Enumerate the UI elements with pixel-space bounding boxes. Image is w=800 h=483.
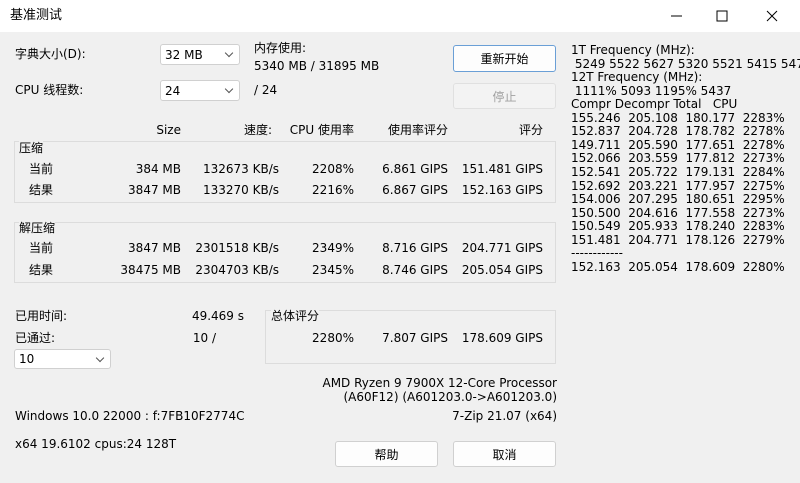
decompress-group [14,222,556,283]
cell: 204.771 GIPS [461,241,543,255]
log-line: 149.711 205.590 177.651 2278% [571,137,785,152]
total-value: 178.609 GIPS [461,331,543,345]
elapsed-label: 已用时间: [15,309,68,323]
cell: 133270 KB/s [202,183,279,197]
stop-text: 停止 [492,89,517,104]
log-line: Compr Decompr Total CPU [571,97,738,112]
window-controls[interactable] [660,6,790,26]
log-line: 150.549 205.933 178.240 2283% [571,219,785,234]
passed-label: 已通过: [15,331,56,345]
cell: 2208% [312,162,354,176]
cell: 2304703 KB/s [195,263,279,277]
total-value: 2280% [312,331,354,345]
cancel-text: 取消 [492,447,517,462]
column-header: 速度: [243,123,272,137]
log-line: 155.246 205.108 180.177 2283% [571,110,785,125]
group-title: 压缩 [19,141,44,155]
cell: 151.481 GIPS [461,162,543,176]
cell: 2301518 KB/s [195,241,279,255]
log-line: 152.163 205.054 178.609 2280% [571,259,785,274]
compress-group [14,141,556,203]
cell: 384 MB [135,162,181,176]
row-label: 当前 [29,241,54,255]
cell: 152.163 GIPS [461,183,543,197]
threads-value: 24 [165,83,181,98]
version: 7-Zip 21.07 (x64) [452,409,557,423]
dict-combo[interactable]: 32 MB [160,44,240,65]
stop-button: 停止 [453,83,556,109]
dict-value: 32 MB [165,47,203,62]
restart-button[interactable]: 重新开始 [453,45,556,72]
passed-value: 10 / [192,331,216,345]
total-group [265,310,556,364]
column-header: Size [156,123,181,137]
log-line: ------------ [571,246,623,261]
row-label: 结果 [29,263,54,277]
cell: 6.867 GIPS [382,183,448,197]
cell: 2216% [312,183,354,197]
log-line: 152.066 203.559 177.812 2273% [571,151,785,166]
maximize[interactable] [716,10,728,22]
elapsed-value: 49.469 s [191,309,244,323]
log-line: 152.837 204.728 178.782 2278% [571,124,785,139]
cell: 3847 MB [128,241,181,255]
log-line: 1T Frequency (MHz): [571,43,695,57]
total-value: 7.807 GIPS [382,331,448,345]
passes-combo[interactable]: 10 [14,349,111,369]
log-line: 152.692 203.221 177.957 2275% [571,178,785,193]
memory-value: 5340 MB / 31895 MB [254,59,380,73]
dict-label: 字典大小(D): [15,47,86,61]
cell: 2345% [312,263,354,277]
total-title: 总体评分 [271,309,320,323]
log-line: 152.541 205.722 179.131 2284% [571,165,785,180]
help-button[interactable]: 帮助 [335,441,438,467]
threads-combo[interactable]: 24 [160,80,240,101]
memory-label: 内存使用: [254,41,307,55]
row-label: 当前 [29,162,54,176]
log-line: 150.500 204.616 177.558 2273% [571,205,785,220]
log-line: 154.006 207.295 180.651 2295% [571,192,785,207]
cpu-id: (A60F12) (A601203.0->A601203.0) [343,390,557,404]
threads-max: / 24 [254,83,278,97]
cancel-button[interactable]: 取消 [453,441,556,467]
column-header: 评分 [518,123,543,137]
cell: 8.716 GIPS [382,241,448,255]
column-header: 使用率评分 [387,123,448,137]
log-line: 12T Frequency (MHz): [571,70,703,85]
close[interactable] [766,10,778,22]
group-title: 解压缩 [19,221,56,235]
row-label: 结果 [29,183,54,197]
cpu-name: AMD Ryzen 9 7900X 12-Core Processor [322,376,557,390]
arch-info: x64 19.6102 cpus:24 128T [15,437,177,451]
log-line: 5249 5522 5627 5320 5521 5415 5476 [571,56,800,71]
cell: 3847 MB [128,183,181,197]
log-line: 1111% 5093 1195% 5437 [571,83,732,98]
os-info: Windows 10.0 22000 : f:7FB10F2774C [15,409,245,423]
cell: 6.861 GIPS [382,162,448,176]
cell: 2349% [312,241,354,255]
log-line: 151.481 204.771 178.126 2279% [571,232,785,247]
passes-value: 10 [19,352,35,366]
cell: 38475 MB [120,263,181,277]
window-title: 基准测试 [10,8,63,23]
threads-label: CPU 线程数: [15,83,84,97]
column-header: CPU 使用率 [289,123,354,137]
restart-text: 重新开始 [480,52,529,66]
cell: 132673 KB/s [202,162,279,176]
title-bar [0,0,800,32]
cell: 8.746 GIPS [382,263,448,277]
cell: 205.054 GIPS [461,263,543,277]
help-text: 帮助 [374,447,399,462]
